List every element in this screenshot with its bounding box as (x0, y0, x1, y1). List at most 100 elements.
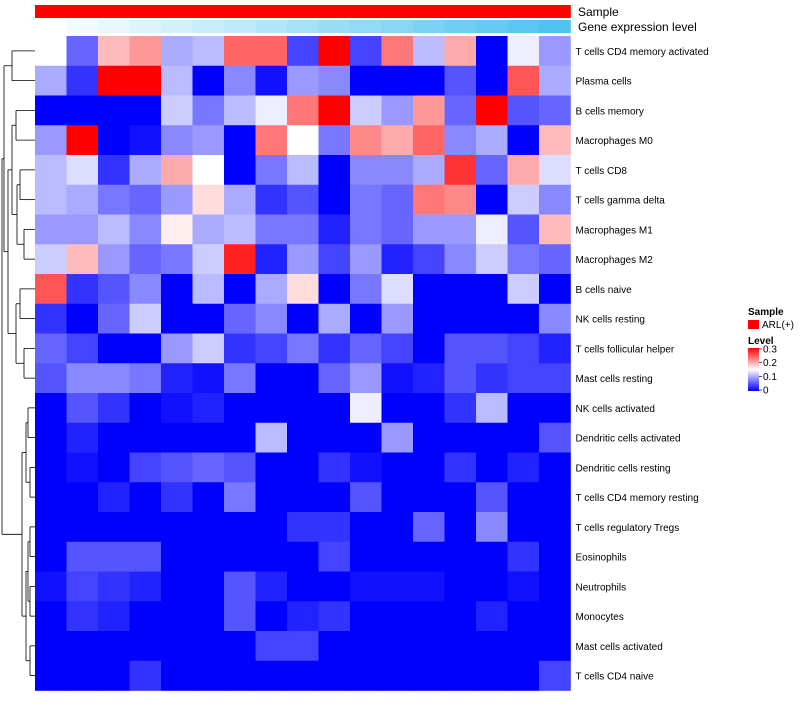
heatmap-cell (129, 333, 162, 364)
heatmap-cell (255, 363, 288, 394)
heatmap-cell (381, 244, 414, 275)
heatmap-cell (161, 422, 193, 453)
sample-annotation-cell (161, 5, 193, 18)
heatmap-cell (287, 184, 319, 215)
heatmap-cell (161, 363, 193, 394)
heatmap-cell (350, 214, 382, 245)
heatmap-cell (381, 65, 414, 96)
heatmap-cell (507, 184, 540, 215)
heatmap-cell (192, 274, 225, 305)
heatmap-cell (539, 95, 571, 126)
expression-annotation-cell (66, 20, 99, 33)
heatmap-cell (318, 125, 351, 156)
heatmap-cell (381, 155, 414, 186)
heatmap-cell (350, 303, 382, 334)
heatmap-cell (35, 36, 67, 67)
legend-sample-title: Sample (748, 307, 784, 318)
heatmap-cell (255, 274, 288, 305)
sample-annotation-cell (287, 5, 319, 18)
heatmap-cell (444, 333, 477, 364)
heatmap-cell (413, 303, 445, 334)
heatmap-cell (381, 601, 414, 632)
heatmap-cell (255, 125, 288, 156)
heatmap-cell (476, 244, 508, 275)
heatmap-cell (98, 333, 130, 364)
heatmap-cell (161, 184, 193, 215)
heatmap-cell (287, 333, 319, 364)
heatmap-cell (66, 244, 99, 275)
heatmap-cell (161, 393, 193, 424)
heatmap-cell (255, 65, 288, 96)
heatmap-cell (476, 631, 508, 662)
heatmap-cell (192, 571, 225, 602)
expression-annotation-cell (287, 20, 319, 33)
expression-annotation-cell (350, 20, 382, 33)
heatmap-cell (381, 303, 414, 334)
heatmap-cell (318, 244, 351, 275)
heatmap-cell (539, 512, 571, 543)
legend-tick-label: 0.2 (763, 358, 777, 369)
heatmap-cell (287, 274, 319, 305)
heatmap-cell (192, 303, 225, 334)
legend-tick-label: 0 (763, 386, 769, 397)
heatmap-cell (98, 601, 130, 632)
row-label: Eosinophils (576, 553, 627, 564)
heatmap-cell (381, 541, 414, 572)
heatmap-cell (192, 363, 225, 394)
heatmap-cell (224, 95, 256, 126)
heatmap-cell (161, 274, 193, 305)
heatmap-cell (129, 571, 162, 602)
heatmap-cell (192, 512, 225, 543)
heatmap-cell (66, 303, 99, 334)
heatmap-cell (98, 482, 130, 513)
heatmap-cell (476, 363, 508, 394)
heatmap-cell (539, 393, 571, 424)
heatmap-cell (444, 631, 477, 662)
heatmap-cell (507, 125, 540, 156)
heatmap-cell (507, 303, 540, 334)
heatmap-cell (35, 541, 67, 572)
legend-tick-label: 0.1 (763, 372, 777, 383)
heatmap-cell (444, 36, 477, 67)
heatmap-cell (66, 155, 99, 186)
heatmap-cell (129, 452, 162, 483)
sample-annotation-cell (224, 5, 256, 18)
heatmap-cell (507, 601, 540, 632)
heatmap-cell (350, 393, 382, 424)
legend-level-ticks: 0.3 0.2 0.1 0 (759, 345, 777, 397)
heatmap-cell (161, 660, 193, 691)
heatmap-cell (381, 36, 414, 67)
heatmap-cell (255, 184, 288, 215)
heatmap-cell (350, 155, 382, 186)
heatmap-cell (129, 541, 162, 572)
sample-annotation-cell (539, 5, 571, 18)
heatmap-cell (98, 452, 130, 483)
heatmap-cell (98, 155, 130, 186)
heatmap-cell (507, 571, 540, 602)
legend-sample-entry: ARL(+) (762, 320, 794, 331)
heatmap-cell (35, 393, 67, 424)
heatmap-cell (444, 393, 477, 424)
heatmap-cell (161, 512, 193, 543)
heatmap-cell (161, 541, 193, 572)
heatmap-cell (350, 541, 382, 572)
heatmap-cell (35, 244, 67, 275)
heatmap-cell (539, 214, 571, 245)
sample-annotation-cell (476, 5, 508, 18)
heatmap-cell (318, 452, 351, 483)
heatmap-cell (318, 422, 351, 453)
heatmap-cell (98, 184, 130, 215)
heatmap-cell (476, 125, 508, 156)
heatmap-cell (507, 65, 540, 96)
row-label: T cells CD8 (576, 166, 628, 177)
legend: Sample ARL(+) Level 0.3 0.2 0.1 0 (748, 307, 794, 397)
heatmap-cell (444, 512, 477, 543)
heatmap-cell (35, 601, 67, 632)
heatmap-cell (507, 482, 540, 513)
heatmap-cell (381, 274, 414, 305)
heatmap-cell (255, 422, 288, 453)
row-label: Macrophages M1 (576, 225, 654, 236)
row-label: Dendritic cells activated (576, 434, 681, 445)
sample-annotation-cell (66, 5, 99, 18)
heatmap-cell (224, 541, 256, 572)
